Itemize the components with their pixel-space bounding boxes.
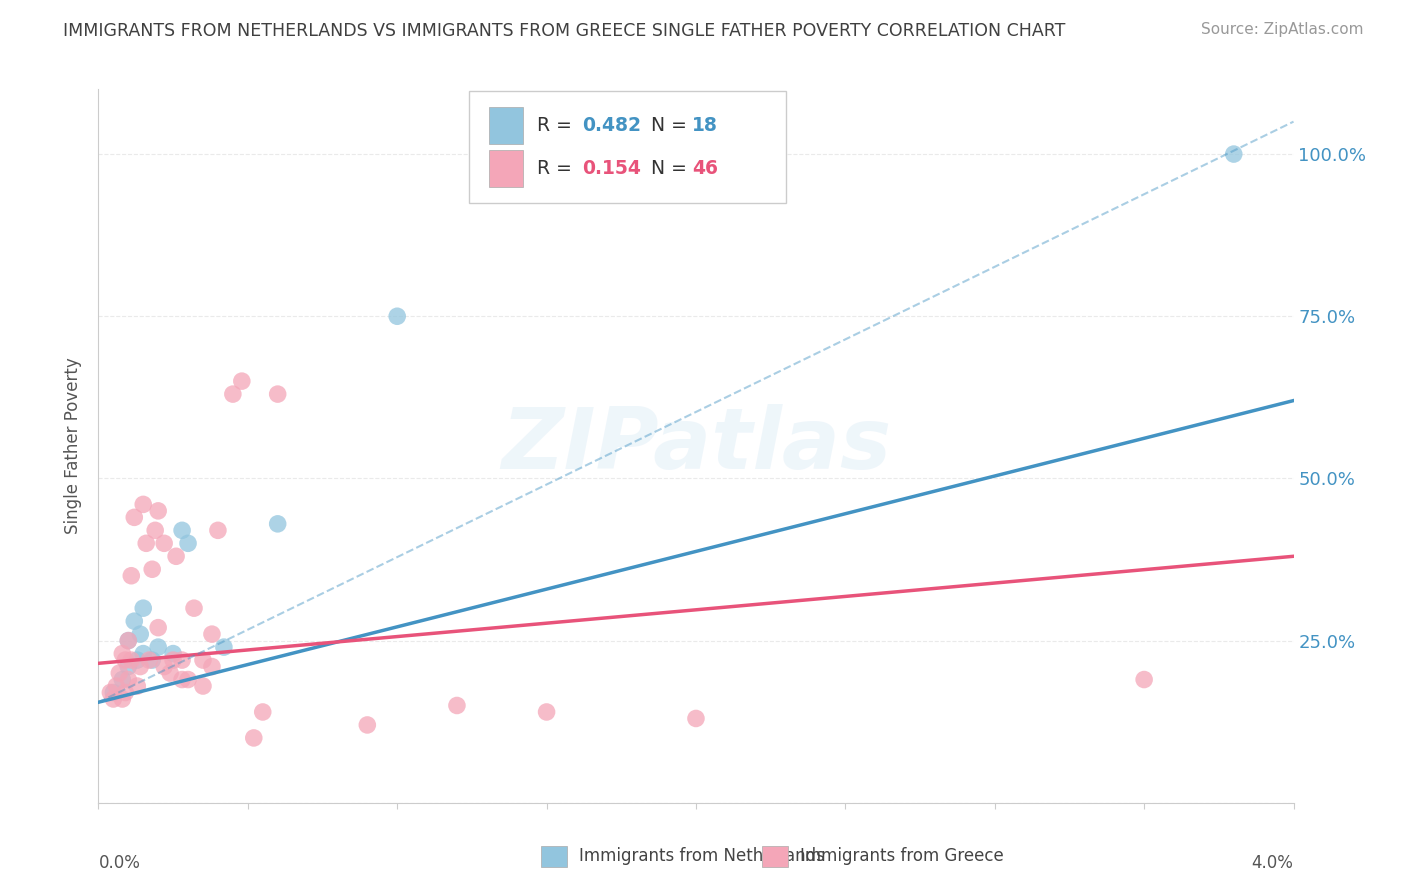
Point: [98, 685, 122, 699]
Point: [191, 679, 214, 693]
Point: [103, 685, 125, 699]
Point: [111, 647, 134, 661]
Point: [117, 673, 139, 687]
FancyBboxPatch shape: [541, 846, 567, 867]
Point: [177, 673, 200, 687]
Point: [1133, 673, 1156, 687]
Point: [165, 549, 187, 564]
Text: N =: N =: [651, 159, 692, 178]
Point: [201, 627, 224, 641]
Text: 0.482: 0.482: [582, 116, 641, 135]
Point: [148, 621, 170, 635]
Text: Immigrants from Netherlands: Immigrants from Netherlands: [579, 847, 825, 865]
Point: [446, 698, 468, 713]
Text: IMMIGRANTS FROM NETHERLANDS VS IMMIGRANTS FROM GREECE SINGLE FATHER POVERTY CORR: IMMIGRANTS FROM NETHERLANDS VS IMMIGRANT…: [63, 22, 1066, 40]
FancyBboxPatch shape: [762, 846, 787, 867]
Point: [117, 633, 139, 648]
Point: [138, 653, 160, 667]
Y-axis label: Single Father Poverty: Single Father Poverty: [65, 358, 83, 534]
Point: [183, 601, 205, 615]
Point: [536, 705, 558, 719]
Point: [148, 504, 170, 518]
Point: [111, 673, 134, 687]
Point: [132, 601, 155, 615]
Point: [212, 640, 235, 654]
Point: [120, 653, 142, 667]
Point: [172, 673, 194, 687]
FancyBboxPatch shape: [489, 107, 523, 145]
Point: [148, 640, 170, 654]
Point: [120, 568, 142, 582]
Point: [267, 516, 290, 531]
Point: [105, 679, 128, 693]
Point: [127, 679, 149, 693]
Point: [162, 653, 184, 667]
Text: 18: 18: [692, 116, 718, 135]
Point: [117, 633, 139, 648]
Text: N =: N =: [651, 116, 692, 135]
Point: [103, 692, 125, 706]
Point: [114, 685, 136, 699]
Point: [243, 731, 266, 745]
Point: [114, 653, 136, 667]
Point: [141, 653, 163, 667]
Point: [143, 524, 166, 538]
Point: [191, 653, 214, 667]
Text: ZIPatlas: ZIPatlas: [501, 404, 891, 488]
Point: [172, 524, 194, 538]
Point: [153, 659, 176, 673]
Point: [356, 718, 378, 732]
Point: [127, 653, 149, 667]
Text: 0.0%: 0.0%: [98, 855, 141, 872]
Text: 46: 46: [692, 159, 718, 178]
Point: [117, 659, 139, 673]
Point: [159, 666, 181, 681]
FancyBboxPatch shape: [470, 91, 786, 203]
Point: [177, 536, 200, 550]
Point: [1223, 147, 1246, 161]
Point: [172, 653, 194, 667]
Point: [201, 659, 224, 673]
Point: [231, 374, 253, 388]
Text: R =: R =: [537, 159, 578, 178]
Point: [132, 497, 155, 511]
Point: [207, 524, 229, 538]
Text: 0.154: 0.154: [582, 159, 641, 178]
Point: [124, 510, 146, 524]
Text: Immigrants from Greece: Immigrants from Greece: [800, 847, 1004, 865]
Text: Source: ZipAtlas.com: Source: ZipAtlas.com: [1201, 22, 1364, 37]
Point: [141, 562, 163, 576]
Point: [135, 536, 157, 550]
Point: [685, 711, 707, 725]
Point: [129, 627, 152, 641]
Point: [124, 614, 146, 628]
Point: [108, 666, 131, 681]
Point: [222, 387, 245, 401]
Text: 4.0%: 4.0%: [1251, 855, 1294, 872]
Point: [267, 387, 290, 401]
Point: [153, 536, 176, 550]
Point: [385, 310, 409, 324]
Point: [162, 647, 184, 661]
Point: [111, 692, 134, 706]
Point: [129, 659, 152, 673]
Point: [132, 647, 155, 661]
Text: R =: R =: [537, 116, 578, 135]
FancyBboxPatch shape: [489, 150, 523, 187]
Point: [252, 705, 274, 719]
